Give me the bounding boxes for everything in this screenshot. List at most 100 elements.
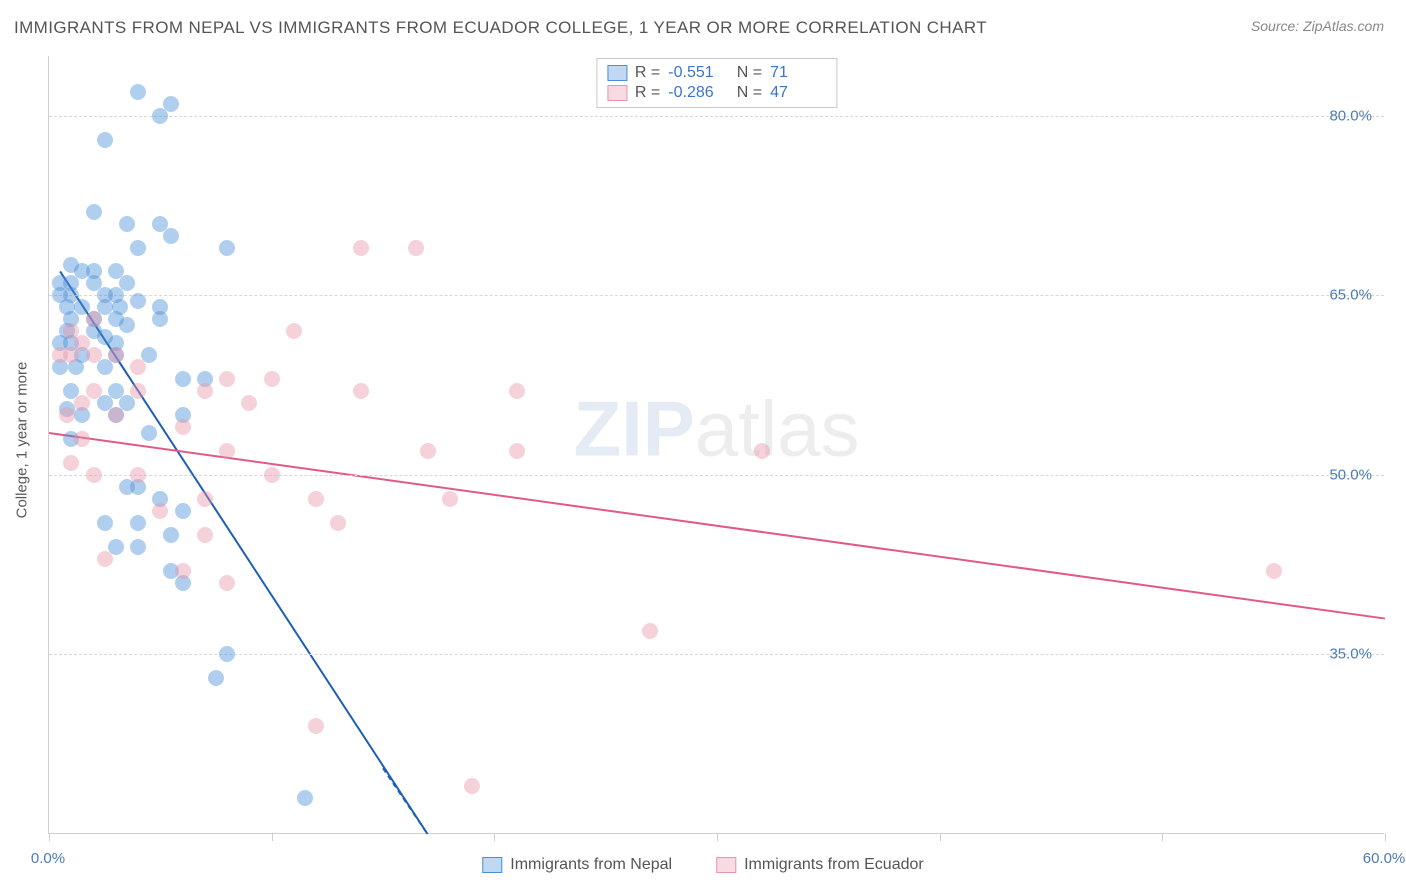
data-point (130, 293, 146, 309)
grid-line (49, 295, 1384, 296)
ytick-label: 80.0% (1329, 107, 1372, 124)
data-point (353, 240, 369, 256)
data-point (509, 383, 525, 399)
chart-title: IMMIGRANTS FROM NEPAL VS IMMIGRANTS FROM… (14, 18, 987, 38)
data-point (175, 503, 191, 519)
data-point (175, 371, 191, 387)
data-point (464, 778, 480, 794)
watermark: ZIPatlas (573, 383, 859, 474)
watermark-part2: atlas (695, 384, 860, 472)
data-point (219, 575, 235, 591)
data-point (130, 515, 146, 531)
swatch-ecuador (607, 85, 627, 101)
data-point (754, 443, 770, 459)
data-point (353, 383, 369, 399)
data-point (264, 371, 280, 387)
trend-line (49, 433, 1385, 619)
data-point (509, 443, 525, 459)
r-value-nepal: -0.551 (668, 64, 724, 82)
data-point (308, 718, 324, 734)
legend-label: Immigrants from Nepal (510, 856, 672, 874)
data-point (152, 108, 168, 124)
data-point (197, 527, 213, 543)
data-point (241, 395, 257, 411)
grid-line (49, 654, 1384, 655)
ytick-label: 35.0% (1329, 646, 1372, 663)
ytick-label: 65.0% (1329, 287, 1372, 304)
n-label: N = (732, 84, 762, 102)
n-value-nepal: 71 (770, 64, 826, 82)
r-value-ecuador: -0.286 (668, 84, 724, 102)
xtick-label: 0.0% (31, 850, 65, 867)
data-point (97, 515, 113, 531)
xtick (272, 833, 273, 841)
data-point (130, 84, 146, 100)
data-point (119, 317, 135, 333)
legend-item: Immigrants from Ecuador (716, 856, 924, 874)
data-point (420, 443, 436, 459)
data-point (1266, 563, 1282, 579)
data-point (197, 491, 213, 507)
watermark-part1: ZIP (573, 384, 694, 472)
data-point (219, 240, 235, 256)
data-point (197, 383, 213, 399)
xtick (494, 833, 495, 841)
data-point (63, 455, 79, 471)
data-point (130, 539, 146, 555)
data-point (130, 240, 146, 256)
legend-bottom: Immigrants from Nepal Immigrants from Ecu… (482, 856, 923, 874)
data-point (86, 467, 102, 483)
grid-line (49, 475, 1384, 476)
stats-row-ecuador: R = -0.286 N = 47 (607, 83, 826, 103)
data-point (108, 407, 124, 423)
data-point (175, 419, 191, 435)
xtick (940, 833, 941, 841)
source-attribution: Source: ZipAtlas.com (1251, 18, 1384, 34)
data-point (163, 527, 179, 543)
y-axis-label: College, 1 year or more (14, 362, 31, 519)
legend-item: Immigrants from Nepal (482, 856, 672, 874)
legend-label: Immigrants from Ecuador (744, 856, 924, 874)
xtick (1385, 833, 1386, 841)
n-label: N = (732, 64, 762, 82)
data-point (286, 323, 302, 339)
data-point (119, 216, 135, 232)
data-point (74, 431, 90, 447)
data-point (74, 395, 90, 411)
grid-line (49, 116, 1384, 117)
r-label: R = (635, 64, 660, 82)
xtick-label: 60.0% (1363, 850, 1406, 867)
data-point (63, 347, 79, 363)
data-point (97, 132, 113, 148)
data-point (86, 204, 102, 220)
data-point (442, 491, 458, 507)
legend-swatch (716, 857, 736, 873)
data-point (219, 646, 235, 662)
legend-swatch (482, 857, 502, 873)
data-point (130, 383, 146, 399)
data-point (219, 443, 235, 459)
xtick (49, 833, 50, 841)
data-point (130, 359, 146, 375)
plot-area: ZIPatlas R = -0.551 N = 71 R = -0.286 N … (48, 56, 1384, 834)
data-point (108, 347, 124, 363)
data-point (86, 311, 102, 327)
n-value-ecuador: 47 (770, 84, 826, 102)
data-point (264, 467, 280, 483)
trend-lines-svg (49, 56, 1384, 833)
data-point (219, 371, 235, 387)
xtick (717, 833, 718, 841)
data-point (330, 515, 346, 531)
data-point (163, 228, 179, 244)
trend-line-dashed (383, 768, 428, 834)
data-point (152, 311, 168, 327)
data-point (408, 240, 424, 256)
stats-legend-box: R = -0.551 N = 71 R = -0.286 N = 47 (596, 58, 837, 108)
data-point (308, 491, 324, 507)
data-point (59, 407, 75, 423)
data-point (97, 551, 113, 567)
data-point (642, 623, 658, 639)
swatch-nepal (607, 65, 627, 81)
data-point (175, 563, 191, 579)
data-point (141, 425, 157, 441)
